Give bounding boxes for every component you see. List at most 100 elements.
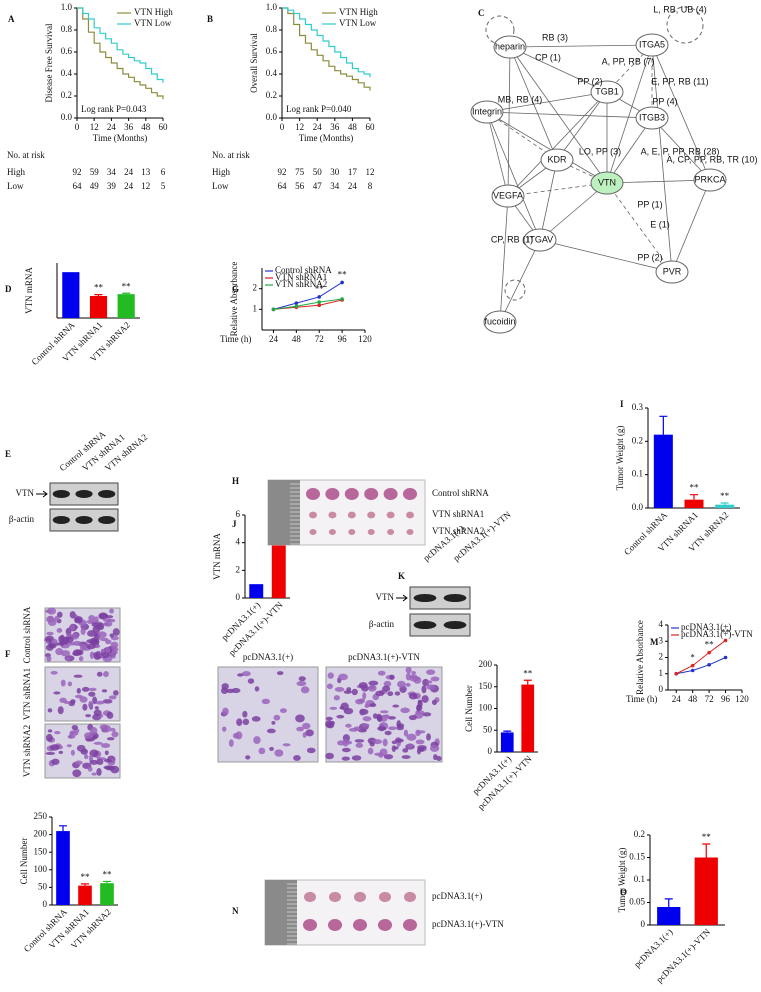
cell (56, 628, 63, 633)
legend-label: VTN High (134, 7, 173, 17)
row-label: pcDNA3.1(+)-VTN (432, 919, 504, 929)
y-tick-label: 0.2 (632, 435, 643, 445)
cell (73, 674, 83, 678)
band (52, 516, 70, 524)
tumor (306, 488, 320, 500)
cell (100, 743, 111, 748)
x-tick-label: 60 (159, 122, 169, 132)
y-tick-label: 1 (253, 303, 258, 313)
risk-value: 49 (90, 181, 100, 191)
cell (112, 628, 120, 636)
node (483, 310, 517, 334)
cell (101, 689, 108, 693)
cell (430, 676, 440, 682)
cell (296, 726, 304, 732)
cell (354, 739, 365, 743)
error-bar (523, 679, 532, 685)
node-label: PRKCA (694, 174, 725, 184)
point (340, 280, 344, 285)
cell (106, 711, 114, 719)
series-line (273, 282, 343, 310)
edge (486, 111, 541, 241)
cell (367, 684, 377, 692)
y-tick-label: 0.2 (266, 90, 277, 100)
tumor (325, 488, 340, 500)
cell (108, 695, 117, 700)
y-tick-label: 2 (659, 652, 664, 662)
edge-label: PP (2) (637, 252, 662, 262)
point (294, 304, 299, 309)
point (707, 650, 711, 655)
cell (93, 653, 101, 660)
edge (651, 117, 711, 181)
point (723, 638, 728, 643)
cell (396, 725, 404, 731)
risk-row-label: High (212, 167, 231, 177)
cell (325, 752, 334, 760)
cell (376, 713, 382, 721)
y-axis-label: Relative Absorbance (229, 262, 239, 337)
x-tick-label: 24 (672, 694, 682, 704)
cell (431, 699, 438, 706)
y-tick-label: 0.0 (266, 112, 278, 122)
cell (54, 615, 59, 622)
bar (89, 296, 108, 318)
point (707, 663, 711, 667)
point (317, 300, 322, 304)
series-line (77, 7, 164, 83)
legend-label: VTN High (339, 7, 378, 17)
cell (389, 674, 395, 680)
edge (606, 182, 673, 273)
edge (539, 182, 608, 241)
cell (375, 690, 385, 697)
bar (657, 907, 681, 925)
edge (486, 111, 653, 119)
cell (60, 679, 66, 687)
cell (46, 631, 54, 636)
cell (74, 760, 83, 765)
cell (392, 704, 400, 708)
cell (50, 671, 58, 675)
y-axis-label: VTN mRNA (24, 267, 34, 314)
significance: ** (94, 283, 104, 293)
node (590, 171, 624, 195)
risk-value: 5 (161, 181, 166, 191)
error-bar (720, 502, 729, 505)
cell (422, 678, 430, 687)
cell (66, 744, 72, 748)
series-line (77, 7, 164, 100)
cell (88, 691, 96, 697)
cell (104, 750, 109, 756)
cell (274, 749, 284, 757)
y-tick-label: 2 (236, 564, 241, 574)
tumor (328, 529, 336, 535)
panel-label: M (650, 637, 659, 647)
edge-label: PP (2) (577, 76, 602, 86)
cell (113, 690, 119, 696)
y-tick-label: 0.3 (632, 402, 644, 412)
series-line (282, 7, 371, 78)
cell (374, 752, 383, 756)
x-tick-label: 36 (124, 122, 134, 132)
error-bar (122, 292, 131, 295)
cell (96, 768, 102, 776)
band (443, 594, 467, 602)
y-tick-label: 0.8 (61, 24, 73, 34)
cell (86, 639, 96, 644)
cell (325, 716, 333, 721)
risk-value: 56 (295, 181, 305, 191)
cell (276, 671, 284, 676)
cell (407, 743, 414, 749)
cell (293, 754, 301, 761)
cell (358, 682, 368, 689)
x-tick-label: 24 (107, 122, 117, 132)
cell (51, 758, 60, 765)
cell (279, 708, 287, 714)
bar (684, 499, 704, 508)
y-tick-label: 0.4 (61, 68, 73, 78)
legend-label: VTN Low (339, 18, 377, 28)
edge-label: E, PP, RB (11) (651, 76, 708, 86)
x-axis-label: Time (Months) (299, 133, 353, 143)
risk-title: No. at risk (7, 150, 45, 160)
cell (401, 755, 411, 759)
